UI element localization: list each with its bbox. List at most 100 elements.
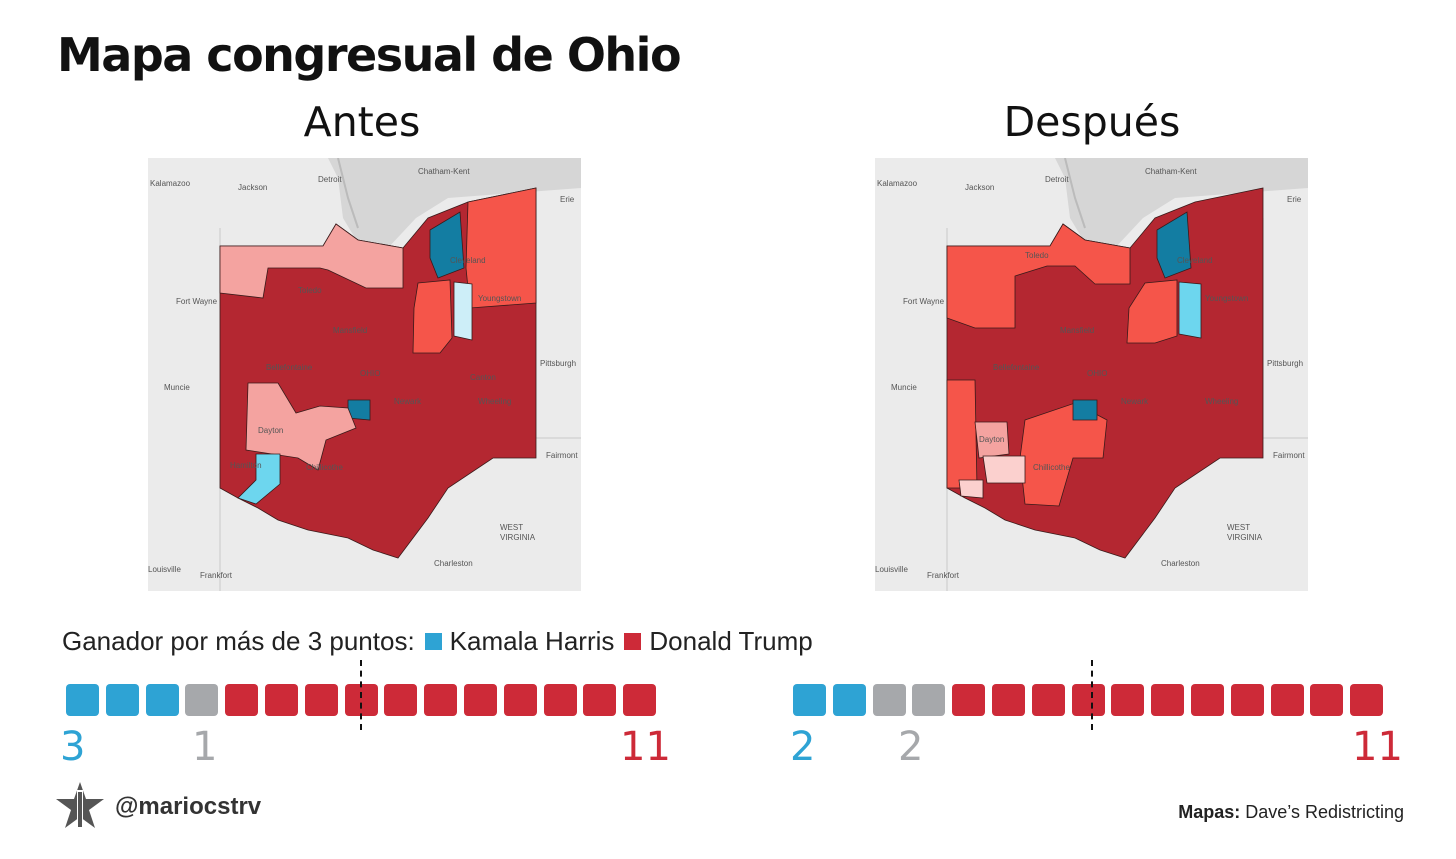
label-fort-wayne-2: Fort Wayne (903, 297, 945, 306)
source-text: Dave’s Redistricting (1245, 802, 1404, 822)
label-ohio: OHIO (360, 369, 380, 378)
seat-trump (225, 684, 259, 716)
majority-line-before (360, 660, 362, 730)
count-trump-before: 11 (620, 724, 671, 770)
seat-trump (1071, 684, 1105, 716)
label-frankfort: Frankfort (200, 571, 233, 580)
seat-trump (1350, 684, 1384, 716)
seat-trump (304, 684, 338, 716)
label-wheeling: Wheeling (478, 397, 511, 406)
label-cleveland: Cleveland (450, 256, 486, 265)
label-muncie-2: Muncie (891, 383, 917, 392)
label-fairmont: Fairmont (546, 451, 578, 460)
seat-harris (66, 684, 99, 716)
seat-harris (145, 684, 179, 716)
label-frankfort-2: Frankfort (927, 571, 960, 580)
legend: Ganador por más de 3 puntos: Kamala Harr… (62, 626, 813, 657)
label-chatham: Chatham-Kent (418, 167, 470, 176)
seat-trump (464, 684, 497, 716)
label-detroit-2: Detroit (1045, 175, 1069, 184)
label-chillicothe: Chillicothe (306, 463, 343, 472)
label-fairmont-2: Fairmont (1273, 451, 1305, 460)
count-tossup-before: 1 (192, 724, 218, 770)
label-kalamazoo: Kalamazoo (150, 179, 191, 188)
seat-tossup (185, 684, 219, 716)
map-before: Kalamazoo Jackson Detroit Chatham-Kent E… (148, 158, 581, 591)
label-jackson: Jackson (238, 183, 267, 192)
legend-swatch-harris (424, 633, 442, 650)
label-wheeling-2: Wheeling (1205, 397, 1238, 406)
label-newark-2: Newark (1121, 397, 1149, 406)
label-hamilton: Hamilton (230, 461, 262, 470)
seat-trump (952, 684, 986, 716)
label-newark: Newark (394, 397, 422, 406)
legend-trump: Donald Trump (649, 626, 813, 656)
legend-prefix: Ganador por más de 3 puntos: (62, 626, 415, 656)
label-bellefontaine-2: Bellefontaine (993, 363, 1040, 372)
label-louisville-2: Louisville (875, 565, 908, 574)
label-toledo: Toledo (298, 286, 322, 295)
label-jackson-2: Jackson (965, 183, 994, 192)
count-tossup-after: 2 (898, 724, 924, 770)
seat-trump (992, 684, 1025, 716)
label-pittsburgh-2: Pittsburgh (1267, 359, 1303, 368)
seat-trump (623, 684, 657, 716)
seat-trump (1031, 684, 1065, 716)
seat-tossup (872, 684, 906, 716)
label-kalamazoo-2: Kalamazoo (877, 179, 918, 188)
count-harris-before: 3 (60, 724, 86, 770)
seat-trump (1230, 684, 1264, 716)
label-mansfield: Mansfield (333, 326, 367, 335)
legend-swatch-trump (624, 633, 642, 650)
panel-label-after: Después (1003, 98, 1181, 146)
map-after: Kalamazoo Jackson Detroit Chatham-Kent E… (875, 158, 1308, 591)
label-dayton: Dayton (258, 426, 283, 435)
seat-harris (105, 684, 139, 716)
label-fort-wayne: Fort Wayne (176, 297, 218, 306)
label-bellefontaine: Bellefontaine (266, 363, 313, 372)
seat-trump (543, 684, 577, 716)
label-charleston: Charleston (434, 559, 473, 568)
label-cleveland-2: Cleveland (1177, 256, 1213, 265)
label-pittsburgh: Pittsburgh (540, 359, 576, 368)
label-muncie: Muncie (164, 383, 190, 392)
seat-trump (1191, 684, 1224, 716)
seat-harris (832, 684, 866, 716)
count-trump-after: 11 (1352, 724, 1403, 770)
seat-trump (1111, 684, 1145, 716)
label-dayton-2: Dayton (979, 435, 1004, 444)
label-erie: Erie (560, 195, 575, 204)
label-toledo-2: Toledo (1025, 251, 1049, 260)
seat-tossup (912, 684, 946, 716)
seat-trump (583, 684, 617, 716)
label-virginia-2: VIRGINIA (1227, 533, 1263, 542)
seat-trump (265, 684, 298, 716)
label-west: WEST (500, 523, 523, 532)
seat-trump (503, 684, 537, 716)
count-harris-after: 2 (790, 724, 816, 770)
seat-trump (1270, 684, 1304, 716)
label-chillicothe-2: Chillicothe (1033, 463, 1070, 472)
label-mansfield-2: Mansfield (1060, 326, 1094, 335)
label-detroit: Detroit (318, 175, 342, 184)
label-west-2: WEST (1227, 523, 1250, 532)
seat-trump (1310, 684, 1344, 716)
seat-trump (1151, 684, 1185, 716)
seat-trump (384, 684, 418, 716)
label-charleston-2: Charleston (1161, 559, 1200, 568)
legend-harris: Kamala Harris (449, 626, 615, 656)
panel-label-before: Antes (303, 98, 421, 146)
seat-trump (424, 684, 458, 716)
label-youngstown-2: Youngstown (1205, 294, 1248, 303)
seat-harris (793, 684, 826, 716)
label-erie-2: Erie (1287, 195, 1302, 204)
label-youngstown: Youngstown (478, 294, 521, 303)
label-chatham-2: Chatham-Kent (1145, 167, 1197, 176)
label-louisville: Louisville (148, 565, 181, 574)
majority-line-after (1091, 660, 1093, 730)
source-credit: Mapas: Dave’s Redistricting (1178, 802, 1404, 823)
source-label: Mapas: (1178, 802, 1241, 822)
label-virginia: VIRGINIA (500, 533, 536, 542)
author-handle: @mariocstrv (115, 793, 262, 820)
page-title: Mapa congresual de Ohio (57, 28, 682, 82)
